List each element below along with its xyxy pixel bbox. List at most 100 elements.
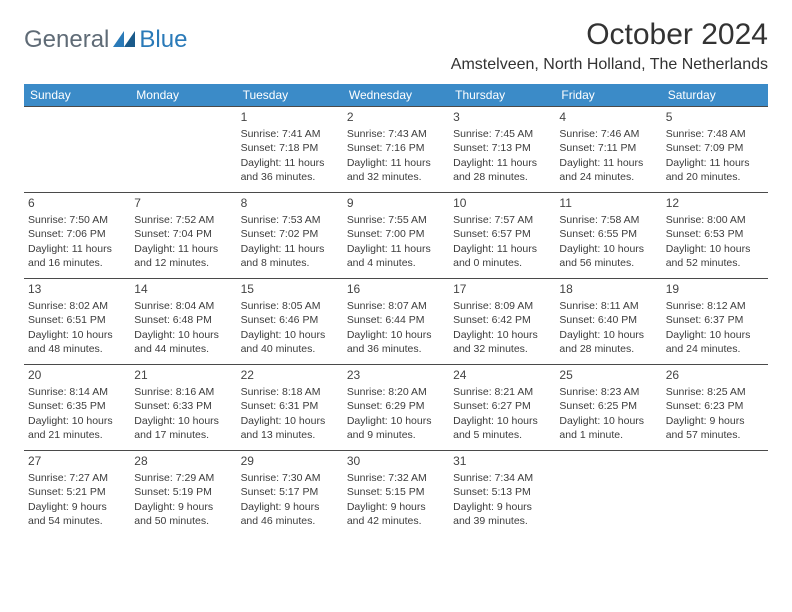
calendar-cell: 12Sunrise: 8:00 AMSunset: 6:53 PMDayligh… [662,193,768,279]
sunset-text: Sunset: 6:42 PM [453,313,551,327]
daylight-text: and 44 minutes. [134,342,232,356]
calendar-cell: 25Sunrise: 8:23 AMSunset: 6:25 PMDayligh… [555,365,661,451]
calendar-cell: 7Sunrise: 7:52 AMSunset: 7:04 PMDaylight… [130,193,236,279]
day-number: 23 [347,367,445,383]
sunset-text: Sunset: 6:25 PM [559,399,657,413]
sunrise-text: Sunrise: 8:04 AM [134,299,232,313]
calendar-week: 20Sunrise: 8:14 AMSunset: 6:35 PMDayligh… [24,365,768,451]
daylight-text: Daylight: 11 hours [241,242,339,256]
header: General Blue October 2024 Amstelveen, No… [24,18,768,74]
daylight-text: and 28 minutes. [559,342,657,356]
daylight-text: and 39 minutes. [453,514,551,528]
day-number: 14 [134,281,232,297]
daylight-text: Daylight: 9 hours [28,500,126,514]
daylight-text: Daylight: 9 hours [347,500,445,514]
daylight-text: Daylight: 10 hours [134,328,232,342]
sunset-text: Sunset: 7:13 PM [453,141,551,155]
sunset-text: Sunset: 6:29 PM [347,399,445,413]
calendar-cell: 3Sunrise: 7:45 AMSunset: 7:13 PMDaylight… [449,107,555,193]
daylight-text: and 32 minutes. [453,342,551,356]
daylight-text: Daylight: 10 hours [241,414,339,428]
sunset-text: Sunset: 7:04 PM [134,227,232,241]
calendar-cell-empty [662,451,768,537]
location-text: Amstelveen, North Holland, The Netherlan… [451,56,768,74]
daylight-text: and 42 minutes. [347,514,445,528]
day-header: Monday [130,84,236,107]
daylight-text: Daylight: 11 hours [347,156,445,170]
daylight-text: Daylight: 11 hours [453,156,551,170]
calendar-cell: 15Sunrise: 8:05 AMSunset: 6:46 PMDayligh… [237,279,343,365]
daylight-text: Daylight: 11 hours [453,242,551,256]
day-number: 28 [134,453,232,469]
day-number: 17 [453,281,551,297]
calendar-week: 27Sunrise: 7:27 AMSunset: 5:21 PMDayligh… [24,451,768,537]
calendar-cell: 5Sunrise: 7:48 AMSunset: 7:09 PMDaylight… [662,107,768,193]
sunset-text: Sunset: 6:37 PM [666,313,764,327]
daylight-text: Daylight: 11 hours [241,156,339,170]
sunrise-text: Sunrise: 8:25 AM [666,385,764,399]
sunrise-text: Sunrise: 8:23 AM [559,385,657,399]
daylight-text: and 21 minutes. [28,428,126,442]
sunrise-text: Sunrise: 8:12 AM [666,299,764,313]
day-number: 21 [134,367,232,383]
day-number: 27 [28,453,126,469]
daylight-text: Daylight: 10 hours [666,328,764,342]
daylight-text: Daylight: 9 hours [241,500,339,514]
daylight-text: and 48 minutes. [28,342,126,356]
sunset-text: Sunset: 6:27 PM [453,399,551,413]
day-number: 8 [241,195,339,211]
daylight-text: and 52 minutes. [666,256,764,270]
sunset-text: Sunset: 6:44 PM [347,313,445,327]
daylight-text: and 1 minute. [559,428,657,442]
calendar-cell: 6Sunrise: 7:50 AMSunset: 7:06 PMDaylight… [24,193,130,279]
daylight-text: and 4 minutes. [347,256,445,270]
day-number: 18 [559,281,657,297]
day-number: 2 [347,109,445,125]
sunset-text: Sunset: 5:21 PM [28,485,126,499]
sunset-text: Sunset: 7:16 PM [347,141,445,155]
calendar-cell: 17Sunrise: 8:09 AMSunset: 6:42 PMDayligh… [449,279,555,365]
daylight-text: and 28 minutes. [453,170,551,184]
sunset-text: Sunset: 5:15 PM [347,485,445,499]
sunrise-text: Sunrise: 7:32 AM [347,471,445,485]
day-header: Saturday [662,84,768,107]
day-header-row: SundayMondayTuesdayWednesdayThursdayFrid… [24,84,768,107]
daylight-text: Daylight: 10 hours [559,328,657,342]
calendar-cell: 21Sunrise: 8:16 AMSunset: 6:33 PMDayligh… [130,365,236,451]
sunrise-text: Sunrise: 7:29 AM [134,471,232,485]
daylight-text: and 8 minutes. [241,256,339,270]
calendar-cell: 26Sunrise: 8:25 AMSunset: 6:23 PMDayligh… [662,365,768,451]
calendar-cell: 10Sunrise: 7:57 AMSunset: 6:57 PMDayligh… [449,193,555,279]
sunset-text: Sunset: 5:17 PM [241,485,339,499]
daylight-text: Daylight: 10 hours [134,414,232,428]
daylight-text: Daylight: 10 hours [453,414,551,428]
day-number: 3 [453,109,551,125]
daylight-text: Daylight: 10 hours [559,242,657,256]
calendar-cell: 16Sunrise: 8:07 AMSunset: 6:44 PMDayligh… [343,279,449,365]
sunrise-text: Sunrise: 7:53 AM [241,213,339,227]
day-number: 11 [559,195,657,211]
sunset-text: Sunset: 5:19 PM [134,485,232,499]
day-number: 6 [28,195,126,211]
daylight-text: Daylight: 10 hours [347,328,445,342]
sunset-text: Sunset: 5:13 PM [453,485,551,499]
sunrise-text: Sunrise: 8:18 AM [241,385,339,399]
calendar-cell: 13Sunrise: 8:02 AMSunset: 6:51 PMDayligh… [24,279,130,365]
calendar-cell-empty [24,107,130,193]
calendar-cell-empty [130,107,236,193]
daylight-text: Daylight: 9 hours [453,500,551,514]
day-number: 20 [28,367,126,383]
calendar-cell: 24Sunrise: 8:21 AMSunset: 6:27 PMDayligh… [449,365,555,451]
calendar-cell: 20Sunrise: 8:14 AMSunset: 6:35 PMDayligh… [24,365,130,451]
calendar-cell: 22Sunrise: 8:18 AMSunset: 6:31 PMDayligh… [237,365,343,451]
daylight-text: Daylight: 11 hours [666,156,764,170]
sunrise-text: Sunrise: 7:43 AM [347,127,445,141]
calendar-cell: 8Sunrise: 7:53 AMSunset: 7:02 PMDaylight… [237,193,343,279]
sunset-text: Sunset: 7:00 PM [347,227,445,241]
calendar-week: 13Sunrise: 8:02 AMSunset: 6:51 PMDayligh… [24,279,768,365]
calendar-cell: 27Sunrise: 7:27 AMSunset: 5:21 PMDayligh… [24,451,130,537]
daylight-text: and 36 minutes. [241,170,339,184]
sunrise-text: Sunrise: 8:21 AM [453,385,551,399]
sunrise-text: Sunrise: 8:07 AM [347,299,445,313]
daylight-text: and 17 minutes. [134,428,232,442]
